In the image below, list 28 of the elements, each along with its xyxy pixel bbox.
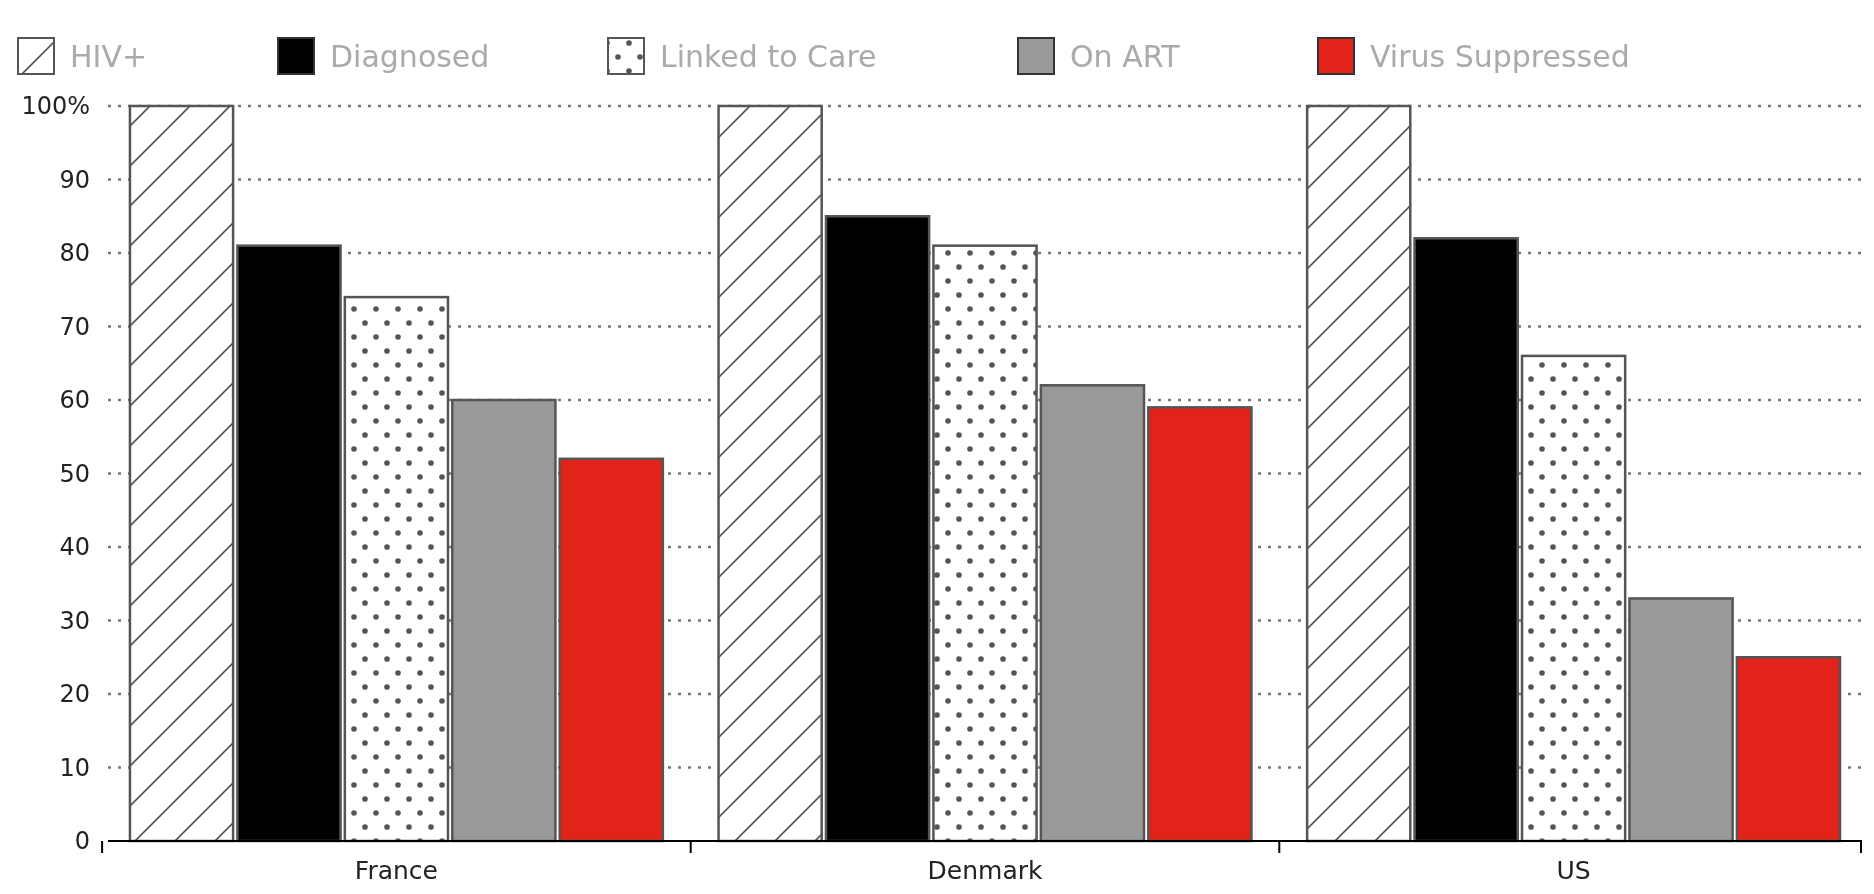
- legend-label: HIV+: [70, 38, 148, 74]
- y-tick-label: 60: [59, 386, 90, 415]
- y-tick-label: 10: [59, 753, 90, 782]
- bar: [717, 104, 823, 843]
- y-tick-label: 20: [59, 680, 90, 709]
- y-tick-label: 100%: [21, 92, 90, 121]
- bar: [1039, 384, 1146, 843]
- bar: [932, 244, 1038, 843]
- y-tick-label: 70: [59, 312, 90, 341]
- bar: [1735, 656, 1842, 843]
- bar: [128, 104, 235, 843]
- y-tick-label: 80: [59, 239, 90, 268]
- bar: [1147, 406, 1253, 843]
- bar: [343, 295, 450, 843]
- y-tick-label: 0: [74, 827, 90, 856]
- y-tick-label: 30: [59, 606, 90, 635]
- y-tick-label: 40: [59, 533, 90, 562]
- bar: [1628, 597, 1734, 843]
- x-tick-label: France: [354, 856, 438, 885]
- bar: [1520, 354, 1627, 843]
- x-tick-label: US: [1556, 856, 1591, 885]
- y-tick-label: 90: [59, 165, 90, 194]
- y-tick-label: 50: [59, 459, 90, 488]
- legend-label: Diagnosed: [330, 38, 490, 74]
- legend-label: Virus Suppressed: [1370, 38, 1630, 74]
- legend-label: On ART: [1070, 38, 1181, 74]
- legend-label: Linked to Care: [660, 38, 877, 74]
- x-tick-label: Denmark: [927, 856, 1043, 885]
